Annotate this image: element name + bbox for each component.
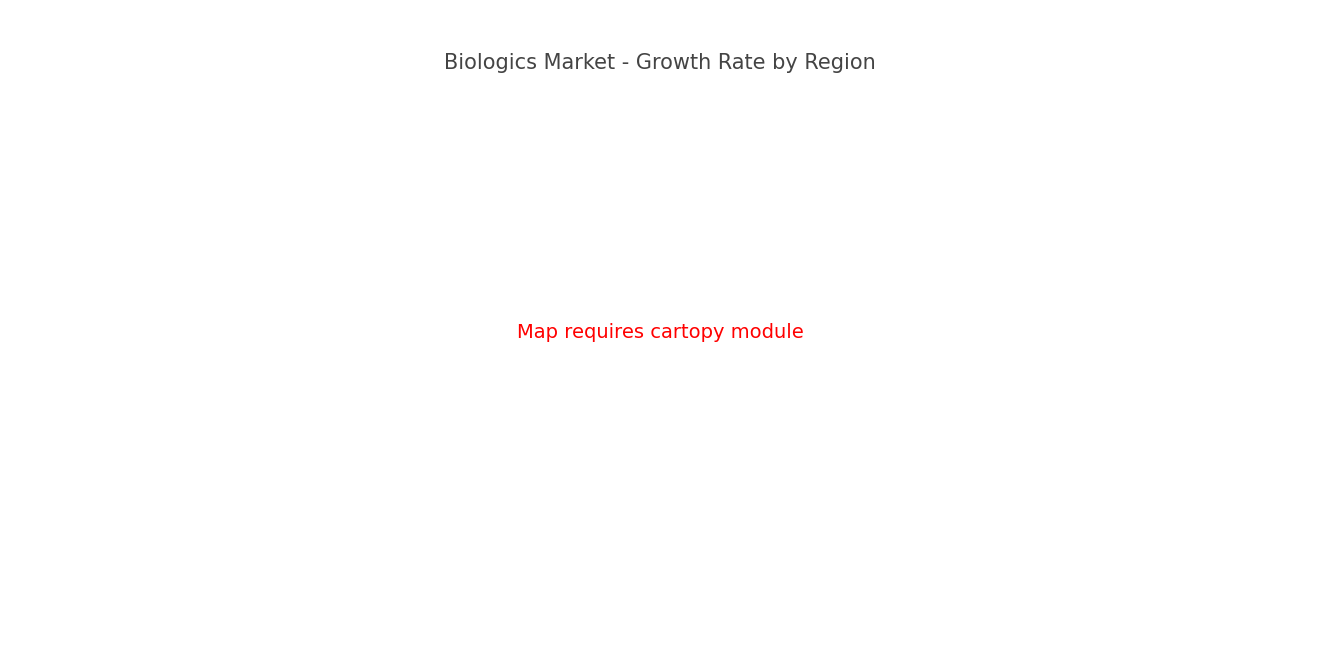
Text: Map requires cartopy module: Map requires cartopy module xyxy=(516,323,804,342)
Text: Biologics Market - Growth Rate by Region: Biologics Market - Growth Rate by Region xyxy=(444,53,876,73)
